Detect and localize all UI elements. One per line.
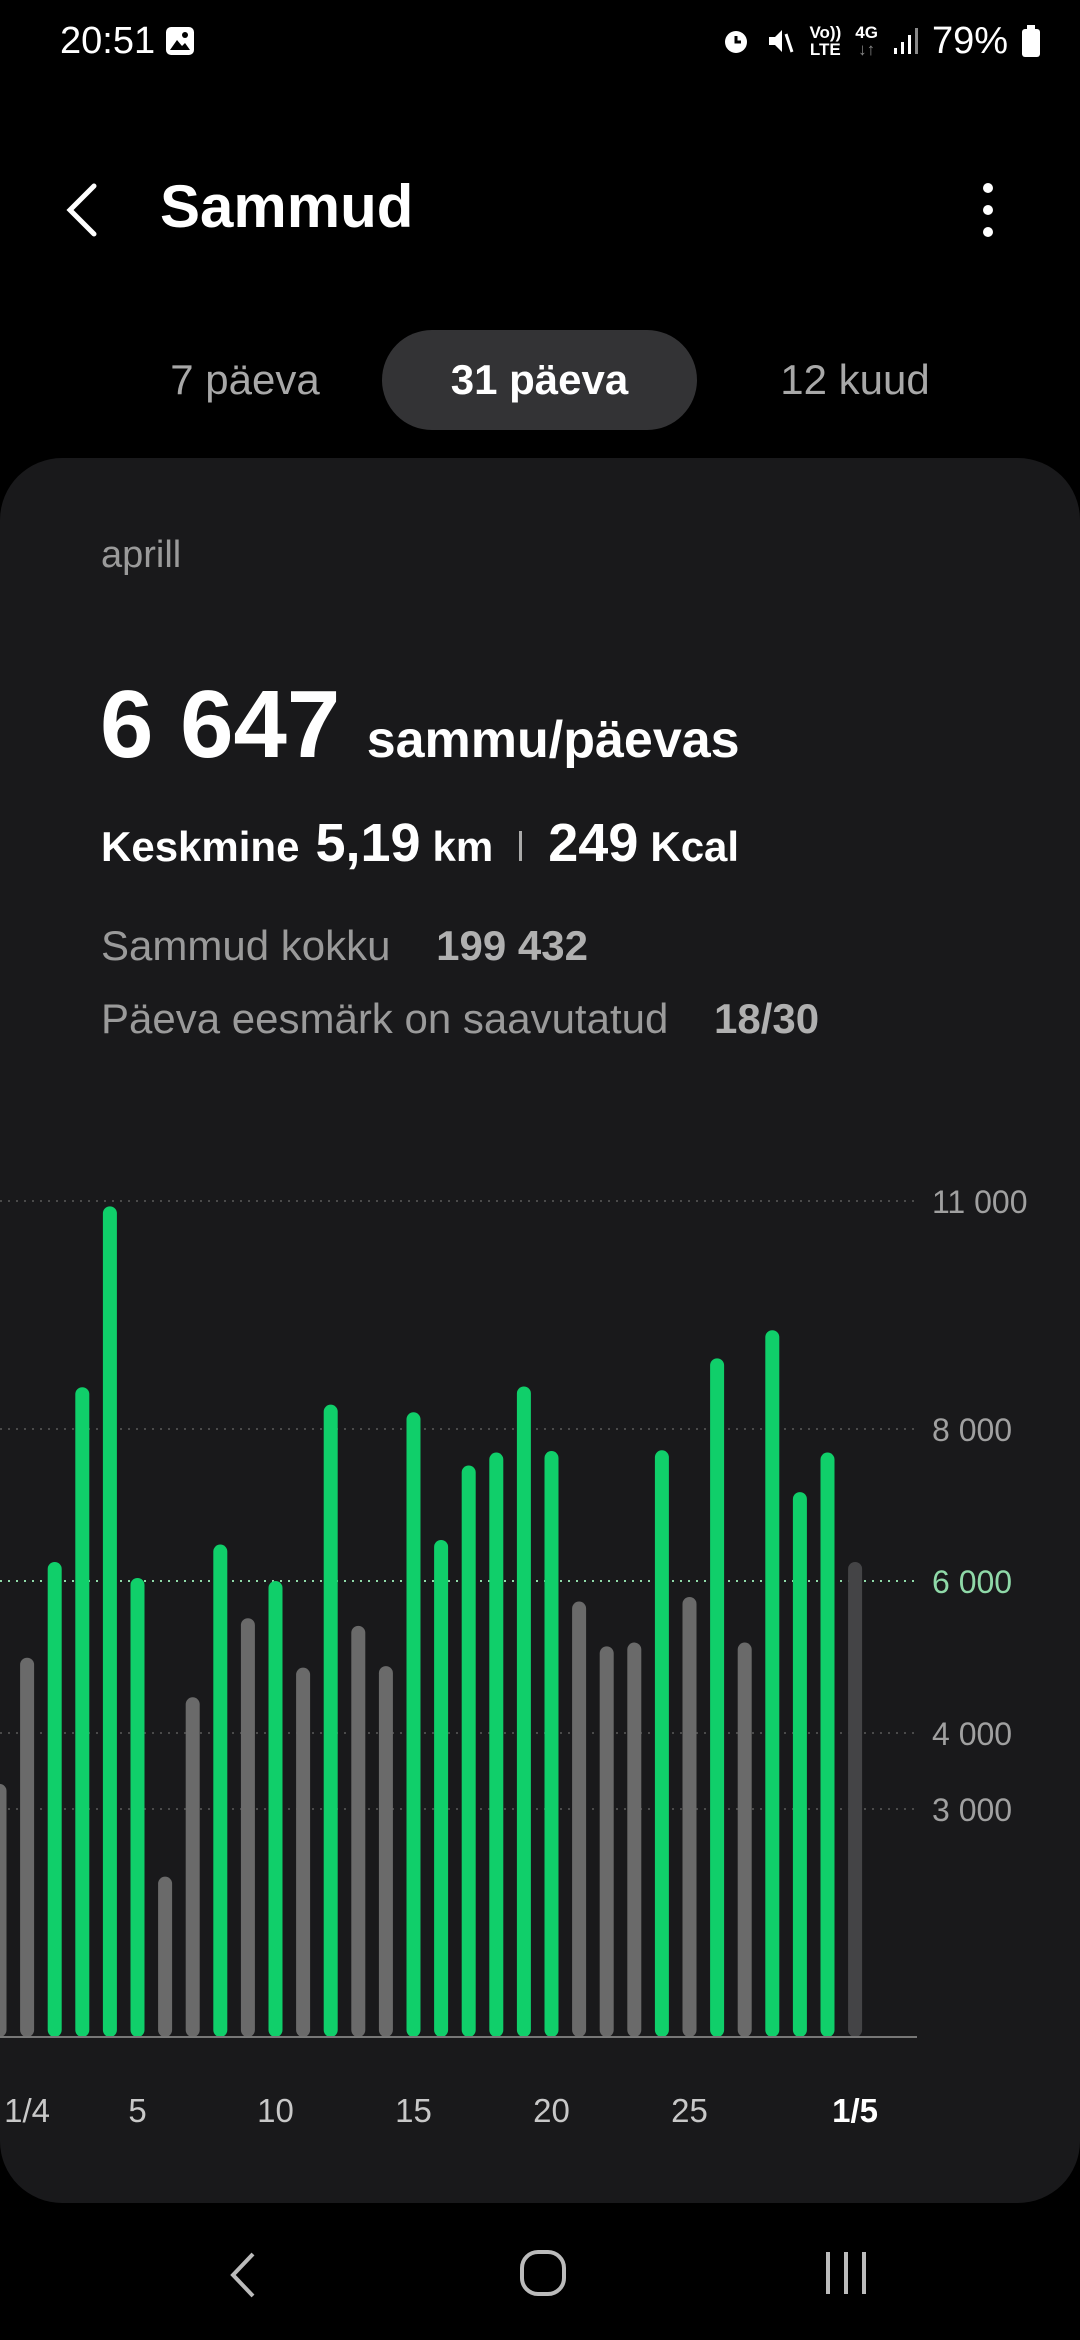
4g-icon: 4G ↓↑ <box>855 23 878 59</box>
nav-home-icon[interactable] <box>518 2248 568 2298</box>
bar-19 <box>516 1386 531 2037</box>
status-time: 20:51 <box>60 19 156 62</box>
total-steps-row: Sammud kokku 199 432 <box>101 922 588 970</box>
bar-29 <box>792 1492 807 2037</box>
x-tick-label: 1/5 <box>832 2092 878 2129</box>
bar-24 <box>654 1450 669 2037</box>
navigation-bar <box>0 2230 1080 2320</box>
bar-28 <box>765 1330 780 2037</box>
bar-30 <box>820 1452 835 2037</box>
bar-6 <box>158 1876 173 2037</box>
page-title: Sammud <box>160 173 414 240</box>
bar-5 <box>130 1577 145 2037</box>
back-icon[interactable] <box>62 180 102 240</box>
goal-row: Päeva eesmärk on saavutatud 18/30 <box>101 995 819 1043</box>
bar-12 <box>323 1404 338 2037</box>
average-steps-value: 6 647 <box>100 671 341 778</box>
y-tick-label: 6 000 <box>932 1564 1012 1600</box>
bar-25 <box>682 1596 697 2037</box>
x-tick-label: 25 <box>671 2092 708 2129</box>
alarm-icon <box>725 31 748 53</box>
average-stats: Keskmine 5,19 km 249 Kcal <box>101 812 739 874</box>
volte-icon: Vo)) LTE <box>809 23 842 59</box>
divider <box>519 831 523 861</box>
y-tick-label: 3 000 <box>932 1792 1012 1828</box>
bar-11 <box>296 1667 311 2037</box>
mute-icon <box>769 30 794 53</box>
battery-percent: 79% <box>931 19 1008 62</box>
y-tick-label: 4 000 <box>932 1716 1012 1752</box>
total-steps-value: 199 432 <box>436 922 588 969</box>
signal-icon <box>893 28 918 54</box>
nav-recents-icon[interactable] <box>822 2250 872 2296</box>
bar-2 <box>47 1562 62 2037</box>
bar-31/3 <box>0 1783 7 2037</box>
nav-back-icon[interactable] <box>225 2250 261 2300</box>
bar-22 <box>599 1646 614 2037</box>
status-bar: 20:51 Vo)) LTE 4G ↓↑ 79% <box>60 20 1040 62</box>
average-steps-unit: sammu/päevas <box>366 711 740 769</box>
bar-1/4 <box>20 1657 35 2037</box>
battery-icon <box>1022 25 1040 57</box>
y-tick-label: 11 000 <box>932 1184 1028 1220</box>
average-steps: 6 647 sammu/päevas <box>100 670 740 780</box>
bar-10 <box>268 1581 283 2037</box>
goal-value: 18/30 <box>714 995 820 1042</box>
total-steps-label: Sammud kokku <box>101 922 391 969</box>
bar-21 <box>572 1601 587 2037</box>
bar-16 <box>434 1539 449 2037</box>
bar-23 <box>627 1642 642 2037</box>
bar-20 <box>544 1451 559 2037</box>
x-tick-label: 1/4 <box>4 2092 50 2129</box>
bar-8 <box>213 1544 228 2037</box>
x-tick-label: 10 <box>257 2092 294 2129</box>
y-tick-label: 8 000 <box>932 1412 1012 1448</box>
period-label: aprill <box>101 534 182 576</box>
bar-15 <box>406 1412 421 2037</box>
bar-3 <box>75 1387 90 2037</box>
bar-9 <box>240 1618 255 2037</box>
goal-label: Päeva eesmärk on saavutatud <box>101 995 669 1042</box>
average-label: Keskmine <box>101 823 300 870</box>
distance-value: 5,19 <box>315 813 421 873</box>
bar-1/5 <box>848 1562 863 2037</box>
more-options-icon[interactable] <box>976 180 1000 240</box>
calories-unit: Kcal <box>650 823 740 870</box>
bar-17 <box>461 1465 476 2037</box>
bar-18 <box>489 1452 504 2037</box>
bar-26 <box>710 1358 725 2037</box>
distance-unit: km <box>432 823 494 870</box>
calories-value: 249 <box>548 813 639 873</box>
period-tabs: 7 päeva 31 päeva 12 kuud <box>0 330 1080 430</box>
x-tick-label: 5 <box>128 2092 146 2129</box>
steps-card <box>0 458 1080 2203</box>
tab-7-days[interactable]: 7 päeva <box>170 356 320 403</box>
bar-7 <box>185 1697 200 2037</box>
bar-14 <box>378 1666 393 2037</box>
bar-13 <box>351 1625 366 2037</box>
x-tick-label: 20 <box>533 2092 570 2129</box>
bar-4 <box>102 1206 117 2037</box>
x-tick-label: 15 <box>395 2092 432 2129</box>
tab-31-days[interactable]: 31 päeva <box>382 330 697 430</box>
gallery-icon <box>166 27 195 55</box>
bar-27 <box>737 1642 752 2037</box>
tab-12-months[interactable]: 12 kuud <box>780 356 930 403</box>
